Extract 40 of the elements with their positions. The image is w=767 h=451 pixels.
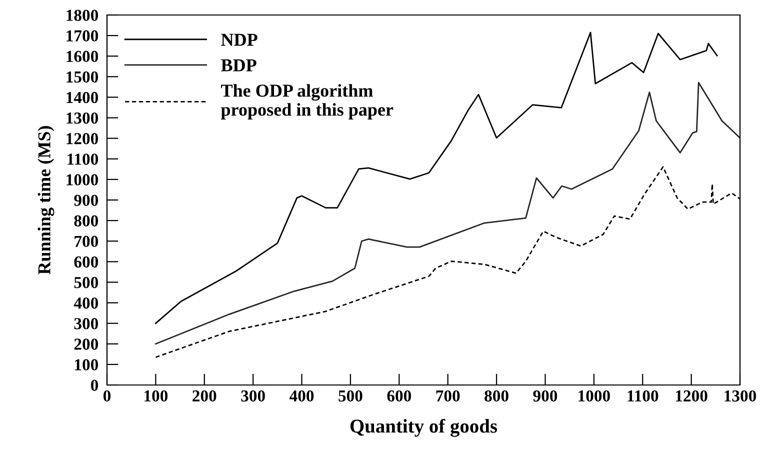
x-tick-label: 800 [484,390,508,402]
line-series [154,32,718,324]
x-tick-label: 100 [144,390,168,402]
y-tick-label: 1000 [66,174,98,186]
x-tick-label: 1200 [676,390,708,402]
y-tick-label: 1300 [66,112,98,124]
x-tick-label: 1000 [578,390,610,402]
y-tick-label: 500 [74,276,98,288]
y-axis-title: Running time (MS) [38,126,54,274]
y-tick-label: 900 [74,194,98,206]
x-tick-label: 1300 [724,390,756,402]
legend-label: BDP [221,59,256,72]
x-tick-label: 500 [338,390,362,402]
y-tick-label: 100 [75,359,98,370]
y-tick-label: 700 [74,236,98,248]
y-tick-label: 400 [74,297,98,309]
y-tick-label: 1800 [66,10,98,21]
y-tick-label: 1600 [66,50,98,62]
legend-label: The ODP algorithm proposed in this paper [220,84,394,120]
y-tick-label: 200 [74,338,98,350]
line-series [154,82,740,345]
y-tick-label: 800 [74,215,98,226]
x-tick-label: 600 [387,390,412,402]
y-tick-label: 1700 [66,30,98,42]
x-tick-label: 300 [241,390,265,402]
x-tick-label: 900 [533,390,558,402]
y-tick-label: 1500 [66,71,98,83]
y-tick-label: 300 [74,318,98,330]
legend-label: NDP [221,34,258,46]
x-axis-title: Quantity of goods [350,418,498,437]
y-tick-label: 1200 [66,133,98,144]
y-tick-label: 1400 [66,92,98,104]
y-tick-label: 600 [74,256,98,268]
y-tick-label: 0 [90,380,98,391]
x-tick-label: 700 [436,390,460,402]
x-tick-label: 0 [103,390,111,402]
x-tick-label: 200 [192,390,216,402]
x-tick-label: 1100 [628,390,658,402]
x-tick-label: 400 [290,390,314,402]
y-tick-label: 1100 [68,154,98,165]
